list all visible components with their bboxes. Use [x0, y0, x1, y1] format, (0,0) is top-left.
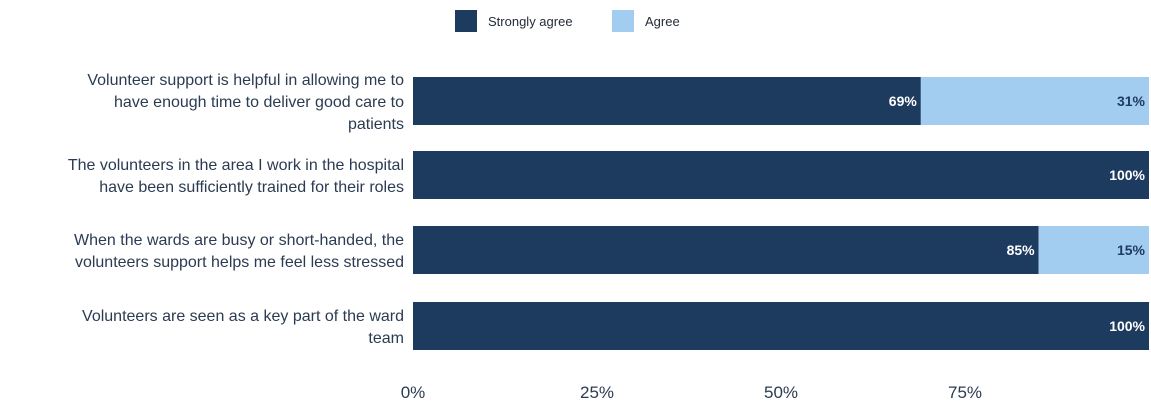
bar-1-2: [920, 77, 1149, 125]
data-label-3-1: 85%: [1007, 242, 1036, 258]
data-label-3-2: 15%: [1117, 242, 1146, 258]
category-labels: Volunteer support is helpful in allowing…: [68, 72, 404, 347]
x-tick-label-3: 50%: [764, 383, 798, 402]
bar-3-1: [413, 226, 1039, 274]
legend-label-2: Agree: [645, 14, 680, 29]
bar-1-1: [413, 77, 921, 125]
bars: 69% 31% 100% 85% 15% 100%: [413, 77, 1149, 350]
category-label-2: The volunteers in the area I work in the…: [68, 157, 404, 196]
data-label-2-1: 100%: [1109, 167, 1145, 183]
data-label-1-1: 69%: [889, 93, 918, 109]
category-label-4: Volunteers are seen as a key part of the…: [82, 308, 404, 347]
bar-2-1: [413, 151, 1149, 199]
category-label-1: Volunteer support is helpful in allowing…: [87, 72, 404, 133]
x-tick-label-4: 75%: [948, 383, 982, 402]
x-axis-ticks: 0% 25% 50% 75%: [401, 383, 982, 402]
legend-swatch-1: [455, 10, 477, 32]
bar-3-2: [1038, 226, 1149, 274]
data-label-1-2: 31%: [1117, 93, 1146, 109]
legend: Strongly agree Agree: [455, 10, 680, 32]
category-label-3: When the wards are busy or short-handed,…: [74, 232, 404, 271]
x-tick-label-2: 25%: [580, 383, 614, 402]
x-tick-label-1: 0%: [401, 383, 426, 402]
legend-label-1: Strongly agree: [488, 14, 573, 29]
bar-4-1: [413, 302, 1149, 350]
data-label-4-1: 100%: [1109, 318, 1145, 334]
legend-swatch-2: [612, 10, 634, 32]
